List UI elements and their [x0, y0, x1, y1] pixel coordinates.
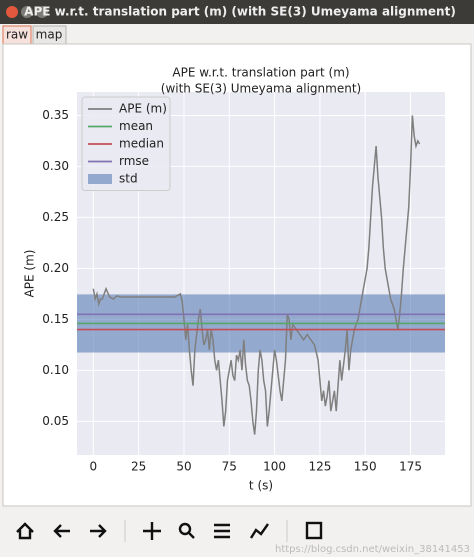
x-tick-label: 150 [354, 460, 377, 474]
ape-line [92, 115, 421, 435]
back-button[interactable] [53, 524, 70, 538]
configure-button[interactable] [214, 523, 230, 539]
y-tick-label: 0.30 [42, 159, 69, 173]
legend-label: APE (m) [119, 102, 167, 116]
window-title: APE w.r.t. translation part (m) (with SE… [24, 5, 456, 19]
x-tick-label: 100 [263, 460, 286, 474]
y-tick-label: 0.35 [42, 108, 69, 122]
close-button[interactable] [6, 6, 18, 18]
legend-label: std [119, 172, 138, 186]
y-tick-label: 0.05 [42, 414, 69, 428]
title-bar [0, 0, 474, 24]
y-axis-label: APE (m) [23, 250, 37, 298]
zoom-handle [188, 532, 195, 539]
maximize-button[interactable] [36, 6, 48, 18]
legend-label: mean [119, 119, 153, 133]
tab-label[interactable]: map [36, 28, 63, 42]
zoom-button[interactable] [178, 522, 192, 536]
legend-label: rmse [119, 154, 149, 168]
y-tick-label: 0.15 [42, 312, 69, 326]
watermark: https://blog.csdn.net/weixin_38141453 [275, 544, 470, 555]
legend-swatch [88, 174, 112, 184]
x-axis-label: t (s) [249, 479, 273, 493]
chart-title: APE w.r.t. translation part (m) [172, 66, 349, 80]
tab-label[interactable]: raw [6, 28, 28, 42]
x-tick-label: 0 [89, 460, 97, 474]
legend-label: median [119, 137, 164, 151]
minimize-button[interactable] [21, 6, 33, 18]
chart-subtitle: (with SE(3) Umeyama alignment) [161, 82, 361, 96]
legend [81, 96, 171, 191]
x-tick-label: 50 [176, 460, 191, 474]
forward-button[interactable] [90, 524, 107, 538]
y-tick-label: 0.20 [42, 261, 69, 275]
save-button[interactable] [305, 521, 323, 540]
axes-button[interactable] [249, 523, 269, 539]
x-tick-label: 175 [399, 460, 422, 474]
y-tick-label: 0.10 [42, 363, 69, 377]
pan-button[interactable] [143, 522, 161, 540]
x-tick-label: 125 [308, 460, 331, 474]
plot: APE w.r.t. translation part (m) (with SE(… [23, 66, 445, 493]
toolbar [16, 520, 323, 542]
home-button[interactable] [16, 522, 34, 540]
y-tick-label: 0.25 [42, 210, 69, 224]
x-tick-label: 75 [222, 460, 237, 474]
x-tick-label: 25 [131, 460, 146, 474]
